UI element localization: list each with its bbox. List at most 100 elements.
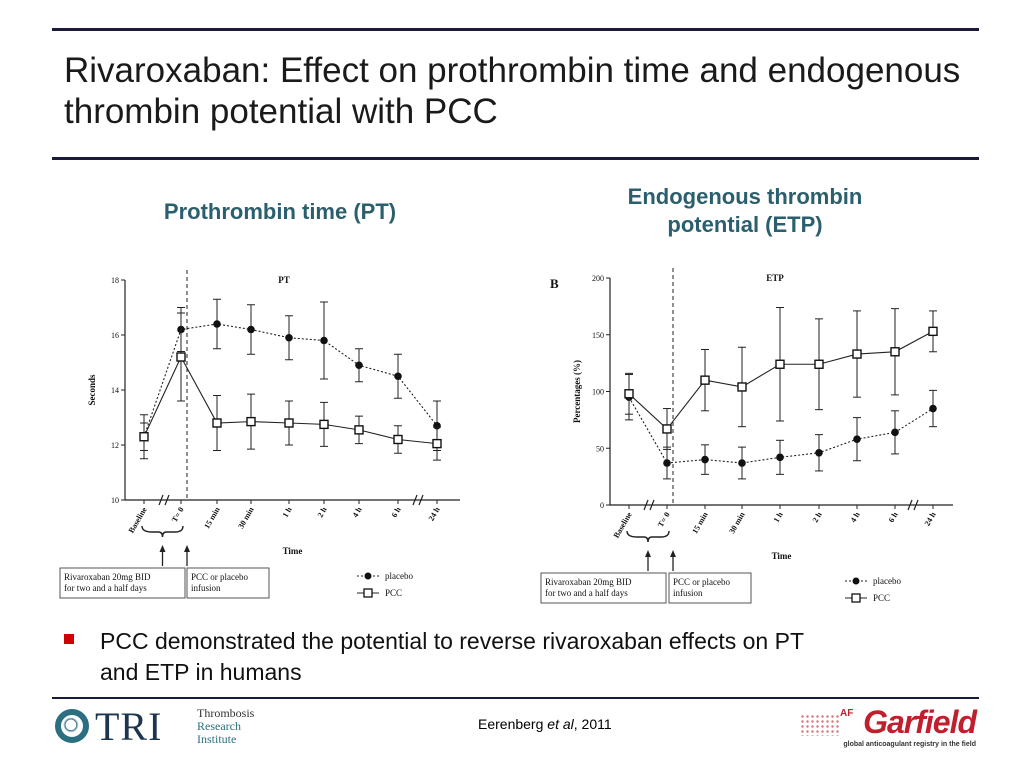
x-tick-label: 15 min [202, 505, 222, 530]
slide-title: Rivaroxaban: Effect on prothrombin time … [64, 51, 961, 131]
axis-break-mark [649, 499, 655, 511]
citation-year: , 2011 [573, 716, 612, 732]
panel-letter: B [550, 276, 559, 291]
axis-break-mark [643, 499, 649, 511]
legend-label-placebo: placebo [873, 576, 901, 586]
data-point-placebo [320, 336, 328, 345]
arrow-infusion-head [184, 545, 190, 552]
y-tick-label: 100 [592, 388, 604, 397]
y-tick-label: 150 [592, 331, 604, 340]
data-point-placebo [433, 421, 441, 430]
series-line-placebo [143, 323, 438, 437]
citation-author: Eerenberg [478, 716, 548, 732]
citation-etal: et al [547, 716, 574, 732]
citation: Eerenberg et al, 2011 [478, 716, 612, 732]
axis-break-mark [164, 494, 170, 506]
infusion-box-text: PCC or placebo [673, 577, 730, 587]
etp-chart: 0 50 100 150 200 Percentages (%) Baseline T= 0 1… [540, 268, 953, 604]
top-rule [52, 28, 979, 31]
axis-break-mark [158, 494, 164, 506]
pt-panel-title: Prothrombin time (PT) [163, 199, 397, 224]
y-axis-title: Percentages (%) [572, 360, 582, 423]
legend-marker-placebo [852, 577, 860, 585]
bullet-marker [64, 634, 74, 644]
y-tick-label: 200 [592, 274, 604, 283]
data-point-placebo [285, 333, 293, 342]
tri-ring-icon [55, 709, 89, 743]
data-point-pcc [284, 418, 294, 428]
dosing-box [540, 572, 667, 604]
data-point-pcc [139, 432, 149, 442]
data-point-pcc [432, 438, 442, 449]
x-tick-label: T= 0 [170, 506, 186, 524]
dosing-box-text: Rivaroxaban 20mg BID [64, 572, 151, 582]
garfield-word: Garfield [863, 704, 977, 740]
data-point-placebo [355, 361, 363, 370]
x-tick-label: 2 h [811, 510, 824, 524]
y-axis-title: Seconds [87, 374, 97, 406]
data-point-placebo [891, 428, 899, 437]
y-tick-label: 18 [111, 276, 119, 285]
arrow-dosing-head [645, 550, 651, 557]
x-tick-label: 4 h [849, 510, 862, 524]
tri-line2: Research [197, 719, 241, 733]
data-point-placebo [213, 320, 221, 328]
series-line-pcc [143, 355, 438, 445]
title-rule [52, 157, 979, 160]
data-point-placebo [815, 448, 823, 457]
x-tick-label: T= 0 [656, 511, 672, 529]
data-point-pcc [354, 425, 364, 435]
legend-label-placebo: placebo [385, 571, 413, 581]
legend-label-pcc: PCC [873, 593, 890, 603]
y-tick-label: 50 [596, 444, 604, 453]
data-point-placebo [738, 459, 746, 467]
x-tick-label: 24 h [923, 510, 938, 527]
data-point-placebo [701, 455, 709, 464]
data-point-placebo [663, 459, 671, 467]
dosing-box [59, 567, 186, 599]
data-point-pcc [775, 359, 785, 369]
garfield-logo: AF Garfield global anticoagulant registr… [800, 704, 980, 754]
y-tick-label: 14 [111, 386, 119, 395]
infusion-box-text: infusion [673, 588, 703, 598]
legend-marker-pcc [851, 593, 861, 603]
data-point-placebo [394, 372, 402, 381]
infusion-box-text: infusion [191, 583, 221, 593]
etp-panel-title: Endogenous thrombin potential (ETP) [627, 184, 863, 237]
dosing-box-text: Rivaroxaban 20mg BID [545, 577, 632, 587]
data-point-pcc [319, 419, 329, 430]
pt-chart: 10 12 14 16 18 Seconds Baseline T= 0 15 min 30 mi… [59, 270, 460, 599]
axis-break-mark [907, 499, 913, 511]
bullet-text: PCC demonstrated the potential to revers… [100, 628, 804, 685]
axis-break-mark [418, 494, 424, 506]
y-tick-label: 12 [111, 441, 119, 450]
legend-label-pcc: PCC [385, 588, 402, 598]
axis-break-mark [412, 494, 418, 506]
data-point-placebo [247, 325, 255, 334]
legend-marker-pcc [363, 588, 373, 598]
infusion-box [186, 567, 270, 599]
infusion-box-text: PCC or placebo [191, 572, 248, 582]
y-tick-label: 0 [600, 501, 604, 510]
dosing-box-text: for two and a half days [64, 583, 147, 593]
garfield-af: AF [840, 708, 854, 719]
garfield-tagline: global anticoagulant registry in the fie… [843, 741, 976, 748]
data-point-pcc [890, 347, 900, 357]
x-tick-label: Baseline [612, 510, 634, 540]
arrow-infusion-head [670, 550, 676, 557]
data-point-placebo [853, 435, 861, 443]
x-tick-label: 6 h [390, 505, 403, 519]
tri-letters: TRI [95, 704, 163, 749]
footer-rule [52, 697, 979, 699]
tri-subtitle: Thrombosis Research Institute [197, 707, 254, 746]
arrow-dosing-head [159, 545, 166, 552]
dosing-box-text: for two and a half days [545, 588, 628, 598]
tri-line1: Thrombosis [197, 706, 255, 720]
x-tick-label: Baseline [127, 505, 149, 535]
dosing-brace [141, 525, 184, 538]
axis-break-mark [913, 499, 919, 511]
data-point-pcc [212, 418, 222, 428]
data-point-pcc [393, 434, 403, 445]
x-axis-title: Time [283, 546, 303, 556]
x-tick-label: 30 min [236, 505, 256, 530]
